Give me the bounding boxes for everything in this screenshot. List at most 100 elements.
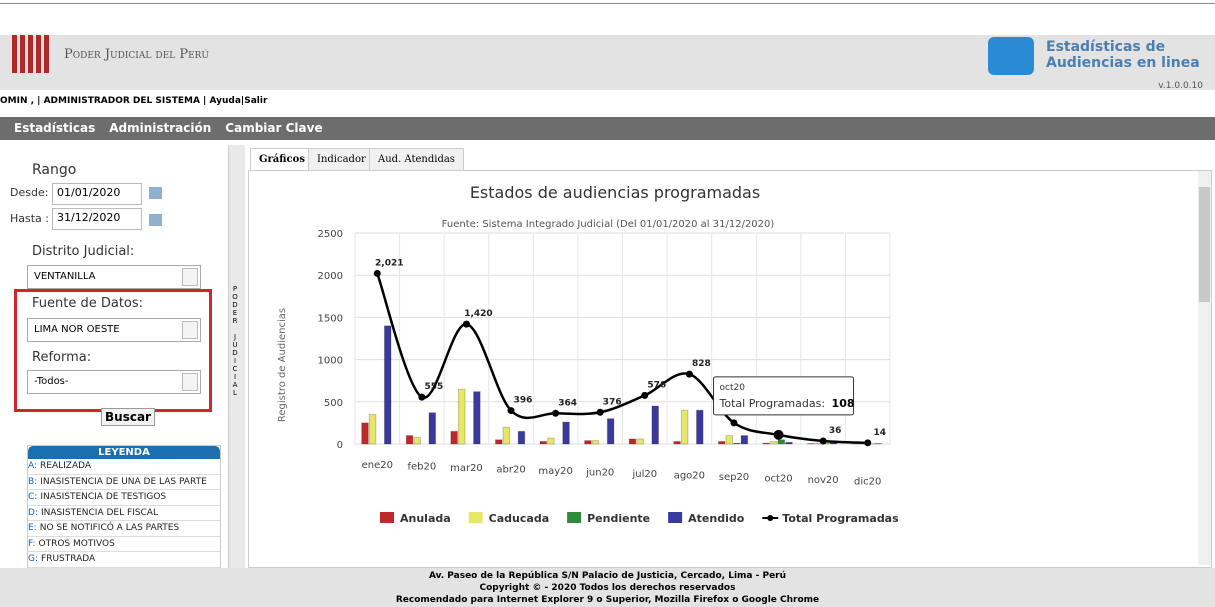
line-point bbox=[641, 391, 649, 399]
chart-subtitle: Fuente: Sistema Integrado Judicial (Del … bbox=[442, 219, 775, 230]
bar bbox=[770, 440, 778, 445]
tooltip-label: Total Programadas: bbox=[719, 397, 826, 410]
footer-line: Recomendado para Internet Explorer 9 o S… bbox=[395, 595, 820, 605]
calendar-icon[interactable] bbox=[149, 187, 162, 199]
district-select[interactable]: VENTANILLA bbox=[27, 265, 201, 289]
bar bbox=[680, 409, 689, 445]
legend-item: E: NO SE NOTIFICÓ A LAS PARTES bbox=[28, 521, 220, 537]
y-axis-label: Registro de Audiencias bbox=[277, 308, 288, 422]
bar bbox=[762, 442, 771, 445]
reform-select[interactable]: -Todos- bbox=[27, 370, 201, 394]
app-logo bbox=[988, 37, 1034, 75]
source-label: Fuente de Datos: bbox=[32, 296, 144, 311]
bar bbox=[591, 440, 600, 445]
bar bbox=[517, 430, 526, 445]
line-point bbox=[773, 429, 784, 440]
legend-swatch bbox=[380, 512, 394, 523]
chart-panel bbox=[248, 170, 1212, 568]
tab[interactable]: Indicador bbox=[308, 148, 375, 172]
bar bbox=[494, 439, 503, 445]
bar bbox=[673, 440, 681, 445]
nav-link[interactable]: Administración bbox=[109, 121, 212, 135]
chart: Estados de audiencias programadas Fuente… bbox=[277, 183, 899, 525]
line-point bbox=[507, 407, 515, 415]
footer-line: Av. Paseo de la República S/N Palacio de… bbox=[428, 571, 787, 581]
line-point bbox=[373, 269, 381, 277]
from-input[interactable]: 01/01/2020 bbox=[52, 183, 142, 205]
data-label: 14 bbox=[873, 428, 886, 438]
app-title: Estadísticas de Audiencias en linea bbox=[1046, 39, 1200, 71]
bar bbox=[777, 439, 786, 445]
line-point bbox=[730, 419, 738, 427]
source-select[interactable]: LIMA NOR OESTE bbox=[27, 318, 201, 342]
bar bbox=[413, 436, 421, 445]
bar bbox=[696, 409, 704, 445]
search-button[interactable]: Buscar bbox=[101, 408, 155, 426]
header: Poder Judicial del Perú Estadísticas de A… bbox=[0, 35, 1215, 91]
tab[interactable]: Aud. Atendidas bbox=[369, 148, 464, 172]
legend-swatch bbox=[668, 512, 683, 523]
scroll-thumb[interactable] bbox=[1199, 187, 1210, 302]
legend-label: Anulada bbox=[400, 512, 451, 525]
legend-text: INASISTENCIA DE UNA DE LAS PARTE bbox=[40, 476, 207, 487]
help-link[interactable]: Ayuda| bbox=[209, 96, 245, 106]
nav-link[interactable]: Cambiar Clave bbox=[225, 121, 323, 135]
legend-code: A: bbox=[28, 461, 38, 471]
data-label: 36 bbox=[829, 426, 842, 436]
legend-item: A: REALIZADA bbox=[28, 459, 220, 475]
legend-text: REALIZADA bbox=[40, 461, 92, 471]
tooltip-title: oct20 bbox=[720, 383, 746, 393]
legend-swatch bbox=[767, 515, 774, 521]
y-tick-label: 0 bbox=[337, 440, 343, 451]
tab[interactable]: Gráficos bbox=[250, 148, 314, 172]
calendar-icon[interactable] bbox=[149, 214, 162, 226]
line-point bbox=[596, 408, 604, 416]
nav-link[interactable]: Estadísticas bbox=[14, 121, 96, 135]
x-tick-label: ene20 bbox=[362, 460, 393, 471]
tooltip-box bbox=[713, 376, 855, 416]
legend-list: A: REALIZADA B: INASISTENCIA DE UNA DE LAS … bbox=[28, 459, 220, 568]
data-label: 828 bbox=[692, 359, 711, 369]
x-tick-label: dic20 bbox=[854, 477, 881, 488]
x-tick-label: jun20 bbox=[585, 468, 614, 479]
y-tick-label: 2000 bbox=[318, 271, 343, 282]
bar bbox=[717, 440, 726, 445]
legend-text: INASISTENCIA DE TESTIGOS bbox=[40, 492, 167, 502]
legend-swatch bbox=[567, 512, 582, 523]
logout-link[interactable]: Salir bbox=[244, 96, 268, 106]
nav-bar: Estadísticas Administración Cambiar Clave bbox=[0, 117, 1215, 140]
district-label: Distrito Judicial: bbox=[32, 244, 135, 259]
bar bbox=[450, 430, 458, 445]
bar bbox=[361, 422, 369, 445]
legend-code: C: bbox=[28, 492, 38, 502]
bar bbox=[473, 391, 481, 445]
line-point bbox=[819, 437, 827, 445]
bar bbox=[584, 440, 592, 445]
x-tick-label: jul20 bbox=[631, 469, 657, 480]
line-point bbox=[462, 320, 470, 328]
x-tick-label: feb20 bbox=[408, 462, 437, 473]
to-input[interactable]: 31/12/2020 bbox=[52, 208, 142, 230]
data-label: 376 bbox=[603, 397, 622, 407]
user-line: OMIN , | ADMINISTRADOR DEL SISTEMA | Ayu… bbox=[0, 96, 267, 106]
data-label: 1,420 bbox=[464, 309, 492, 319]
legend-swatch bbox=[468, 512, 483, 523]
bar bbox=[785, 441, 793, 445]
user: OMIN , | ADMINISTRADOR DEL SISTEMA | bbox=[0, 96, 207, 106]
legend-label: Pendiente bbox=[587, 512, 650, 525]
reform-label: Reforma: bbox=[32, 350, 92, 365]
bar bbox=[547, 437, 555, 445]
x-tick-label: oct20 bbox=[764, 474, 792, 485]
scrollbar[interactable] bbox=[1198, 171, 1211, 565]
bar bbox=[368, 413, 377, 445]
logo bbox=[12, 35, 52, 73]
line-point bbox=[552, 409, 560, 417]
legend-code: D: bbox=[28, 507, 38, 518]
data-label: 396 bbox=[514, 396, 533, 406]
legend-text: OTROS MOTIVOS bbox=[38, 538, 115, 549]
legend-label: Caducada bbox=[489, 512, 549, 525]
bar bbox=[428, 412, 437, 445]
x-tick-label: nov20 bbox=[808, 475, 839, 486]
legend-item: F: OTROS MOTIVOS bbox=[28, 537, 220, 552]
x-tick-label: ago20 bbox=[674, 471, 705, 482]
